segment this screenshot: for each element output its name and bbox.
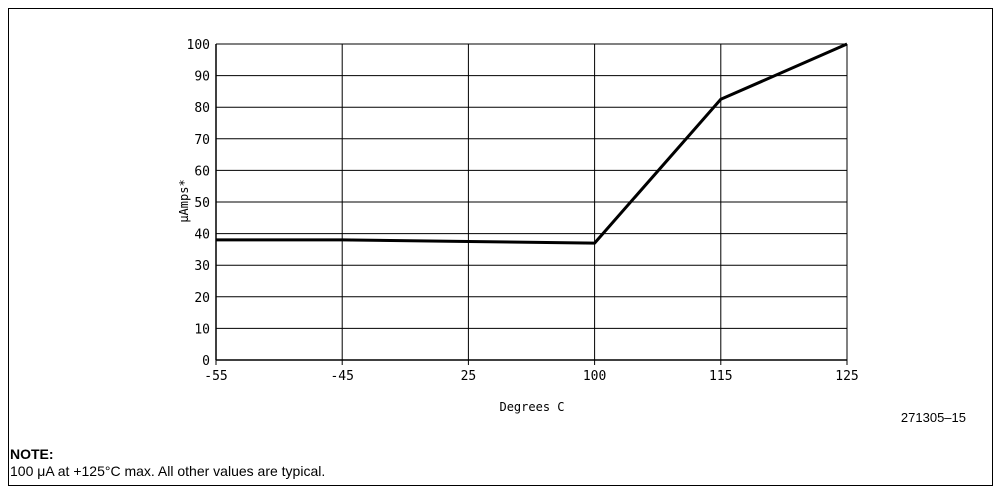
y-tick-label: 50: [194, 196, 210, 211]
y-tick-label: 20: [194, 291, 210, 306]
figure-reference: 271305–15: [901, 410, 966, 425]
x-tick-label: 100: [583, 369, 606, 384]
x-tick-labels: -55 -45 25 100 115 125: [204, 369, 858, 384]
x-tick-label: 115: [709, 369, 732, 384]
y-tick-label: 90: [194, 70, 210, 85]
y-tick-label: 70: [194, 133, 210, 148]
y-tick-label: 0: [202, 354, 210, 369]
y-tick-label: 10: [194, 322, 210, 337]
axes: [215, 44, 847, 361]
x-tick-label: -55: [204, 369, 227, 384]
y-tick-label: 80: [194, 101, 210, 116]
note-block: NOTE: 100 μA at +125°C max. All other va…: [10, 446, 325, 480]
grid-lines: [215, 43, 848, 365]
y-axis-label: μAmps*: [177, 179, 191, 222]
y-tick-labels: 0 10 20 30 40 50 60 70 80 90 100: [187, 38, 210, 369]
x-tick-label: -45: [330, 369, 353, 384]
figure-frame: [8, 8, 993, 486]
y-tick-label: 40: [194, 228, 210, 243]
x-tick-label: 125: [835, 369, 858, 384]
x-tick-label: 25: [461, 369, 477, 384]
note-text: 100 μA at +125°C max. All other values a…: [10, 463, 326, 479]
note-title: NOTE:: [10, 446, 54, 462]
y-tick-label: 60: [194, 164, 210, 179]
y-tick-label: 30: [194, 259, 210, 274]
series-line: [216, 42, 848, 245]
y-tick-label: 100: [187, 38, 210, 53]
series-group: [216, 42, 848, 245]
x-axis-label: Degrees C: [499, 400, 564, 414]
